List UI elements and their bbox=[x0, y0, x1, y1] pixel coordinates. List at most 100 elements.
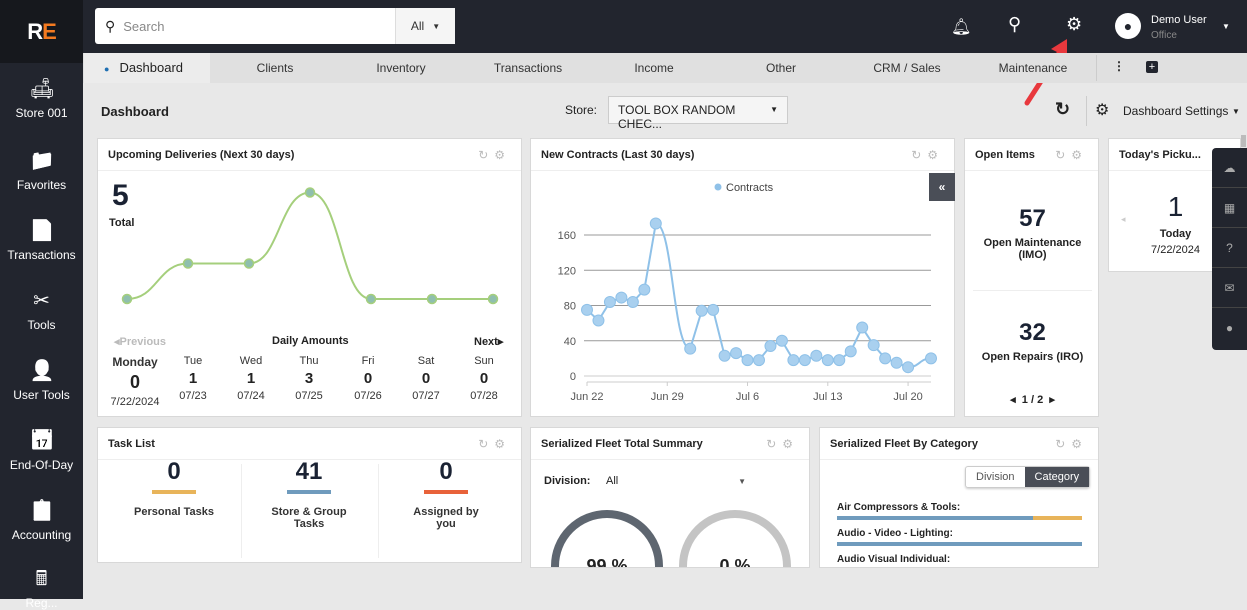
category-item[interactable]: Audio - Video - Lighting: bbox=[837, 528, 1082, 546]
sidebar-item-tools[interactable]: ✂ Tools bbox=[0, 290, 83, 332]
tab-maintenance[interactable]: Maintenance bbox=[998, 61, 1068, 75]
user-name[interactable]: Demo User bbox=[1151, 14, 1207, 26]
contracts-point[interactable] bbox=[684, 342, 697, 355]
contracts-point[interactable] bbox=[730, 347, 743, 360]
contracts-point[interactable] bbox=[649, 217, 662, 230]
toggle-category[interactable]: Category bbox=[1024, 467, 1090, 487]
card-controls[interactable]: ↻⚙ bbox=[478, 147, 511, 162]
card-controls[interactable]: ↻⚙ bbox=[478, 436, 511, 451]
contracts-point[interactable] bbox=[833, 354, 846, 367]
user-icon[interactable]: ● bbox=[1225, 321, 1234, 335]
contracts-point[interactable] bbox=[775, 334, 788, 347]
table-icon[interactable]: ▦ bbox=[1212, 188, 1247, 228]
legend[interactable]: Contracts bbox=[714, 182, 774, 194]
sidebar-item-favorites[interactable]: 📁 Favorites bbox=[0, 150, 83, 192]
refresh-icon[interactable]: ↻ bbox=[1055, 99, 1071, 119]
deliveries-point[interactable] bbox=[182, 258, 194, 269]
tab-other[interactable]: Other bbox=[765, 61, 797, 75]
task-item[interactable]: 0 Personal Tasks bbox=[106, 458, 242, 518]
day-column[interactable]: Sun 0 07/28 bbox=[454, 355, 514, 402]
contracts-point[interactable] bbox=[798, 354, 811, 367]
deliveries-point[interactable] bbox=[243, 258, 255, 269]
user-menu-caret-icon[interactable]: ▼ bbox=[1222, 22, 1230, 31]
gauge[interactable]: 0 % bbox=[679, 510, 791, 567]
dashboard-settings-button[interactable]: Dashboard Settings bbox=[1123, 104, 1229, 118]
previous-icon[interactable]: ◂ bbox=[1121, 214, 1126, 224]
contracts-point[interactable] bbox=[879, 352, 892, 365]
contracts-point[interactable] bbox=[695, 304, 708, 317]
tab-clients[interactable]: Clients bbox=[256, 61, 294, 75]
gear-icon[interactable]: ⚙ bbox=[1066, 14, 1083, 34]
tab-transactions[interactable]: Transactions bbox=[493, 61, 563, 75]
help-icon[interactable]: ? bbox=[1212, 228, 1247, 268]
gauge[interactable]: 99 % bbox=[551, 510, 663, 567]
previous-button[interactable]: ◂Previous bbox=[114, 336, 166, 348]
card-controls[interactable]: ↻⚙ bbox=[911, 147, 944, 162]
pickups-value[interactable]: 1 bbox=[1167, 191, 1184, 222]
deliveries-point[interactable] bbox=[304, 187, 316, 198]
sidebar-item-transactions[interactable]: 📄 Transactions bbox=[0, 220, 83, 262]
gear-icon[interactable]: ⚙ bbox=[1095, 102, 1110, 119]
tab-income[interactable]: Income bbox=[634, 61, 674, 75]
deliveries-point[interactable] bbox=[121, 293, 133, 305]
sidebar-item-user-tools[interactable]: 👤 User Tools bbox=[0, 360, 83, 402]
search-box[interactable]: ⚲ Search All ▼ bbox=[95, 8, 455, 44]
scrollbar-thumb[interactable] bbox=[1241, 135, 1246, 147]
card-controls[interactable]: ↻⚙ bbox=[766, 436, 799, 451]
sidebar-item-accounting[interactable]: 📋 Accounting bbox=[0, 500, 83, 542]
cloud-icon[interactable]: ☁ bbox=[1212, 148, 1247, 188]
contracts-point[interactable] bbox=[615, 291, 628, 304]
open-maintenance-value[interactable]: 57 bbox=[1019, 205, 1046, 232]
division-select[interactable]: All ▼ bbox=[606, 471, 746, 491]
bell-icon[interactable]: 🔔︎ bbox=[951, 19, 972, 36]
contracts-point[interactable] bbox=[581, 303, 593, 316]
contracts-point[interactable] bbox=[856, 321, 869, 334]
contracts-point[interactable] bbox=[867, 339, 880, 352]
open-repairs-value[interactable]: 32 bbox=[1019, 319, 1046, 346]
contracts-point[interactable] bbox=[810, 349, 823, 362]
more-tabs-icon[interactable]: ⋮ bbox=[1113, 59, 1125, 73]
contracts-point[interactable] bbox=[925, 352, 937, 365]
sidebar-item-store-001[interactable]: 🛋 Store 001 bbox=[0, 78, 83, 120]
search-icon[interactable]: ⚲ bbox=[1008, 14, 1022, 34]
contracts-point[interactable] bbox=[603, 295, 616, 308]
search-input[interactable]: ⚲ Search bbox=[95, 8, 395, 44]
task-item[interactable]: 0 Assigned by you bbox=[378, 458, 514, 530]
day-column[interactable]: Wed 1 07/24 bbox=[221, 355, 281, 402]
tab-inventory[interactable]: Inventory bbox=[376, 61, 426, 75]
store-select[interactable]: TOOL BOX RANDOM CHEC... ▼ bbox=[608, 96, 788, 131]
sidebar-item-end-of-day[interactable]: 📅 End-Of-Day bbox=[0, 430, 83, 472]
contracts-point[interactable] bbox=[741, 354, 754, 367]
tab-crm-sales[interactable]: CRM / Sales bbox=[873, 61, 941, 75]
pager[interactable]: ◂ 1 / 2 ▸ bbox=[1010, 394, 1055, 406]
task-item[interactable]: 41 Store & Group Tasks bbox=[241, 458, 377, 530]
day-column[interactable]: Thu 3 07/25 bbox=[279, 355, 339, 402]
day-column[interactable]: Monday 0 7/22/2024 bbox=[105, 355, 165, 408]
category-item[interactable]: Air Compressors & Tools: bbox=[837, 502, 1082, 520]
tab-dashboard[interactable]: ● Dashboard bbox=[84, 53, 210, 83]
collapse-icon[interactable]: « bbox=[929, 173, 955, 201]
day-column[interactable]: Tue 1 07/23 bbox=[163, 355, 223, 402]
contracts-point[interactable] bbox=[764, 340, 777, 353]
deliveries-point[interactable] bbox=[487, 293, 499, 305]
contracts-point[interactable] bbox=[707, 303, 720, 316]
search-scope-dropdown[interactable]: All ▼ bbox=[395, 8, 455, 44]
avatar[interactable]: ● bbox=[1115, 13, 1141, 39]
contracts-point[interactable] bbox=[753, 354, 765, 367]
sidebar-item-reg-[interactable]: 🖩 Reg... bbox=[0, 568, 83, 610]
day-column[interactable]: Fri 0 07/26 bbox=[338, 355, 398, 402]
caret-down-icon[interactable]: ▼ bbox=[1232, 107, 1240, 116]
mail-icon[interactable]: ✉ bbox=[1212, 268, 1247, 308]
contracts-point[interactable] bbox=[902, 361, 915, 374]
day-column[interactable]: Sat 0 07/27 bbox=[396, 355, 456, 402]
category-item[interactable]: Audio Visual Individual: bbox=[837, 554, 1082, 567]
deliveries-point[interactable] bbox=[365, 293, 377, 305]
contracts-point[interactable] bbox=[821, 354, 834, 367]
card-controls[interactable]: ↻⚙ bbox=[1055, 436, 1088, 451]
contracts-point[interactable] bbox=[787, 354, 800, 367]
contracts-point[interactable] bbox=[638, 283, 651, 296]
next-button[interactable]: Next▸ bbox=[474, 336, 504, 348]
contracts-point[interactable] bbox=[626, 295, 639, 308]
deliveries-point[interactable] bbox=[426, 293, 438, 305]
contracts-point[interactable] bbox=[718, 349, 731, 362]
